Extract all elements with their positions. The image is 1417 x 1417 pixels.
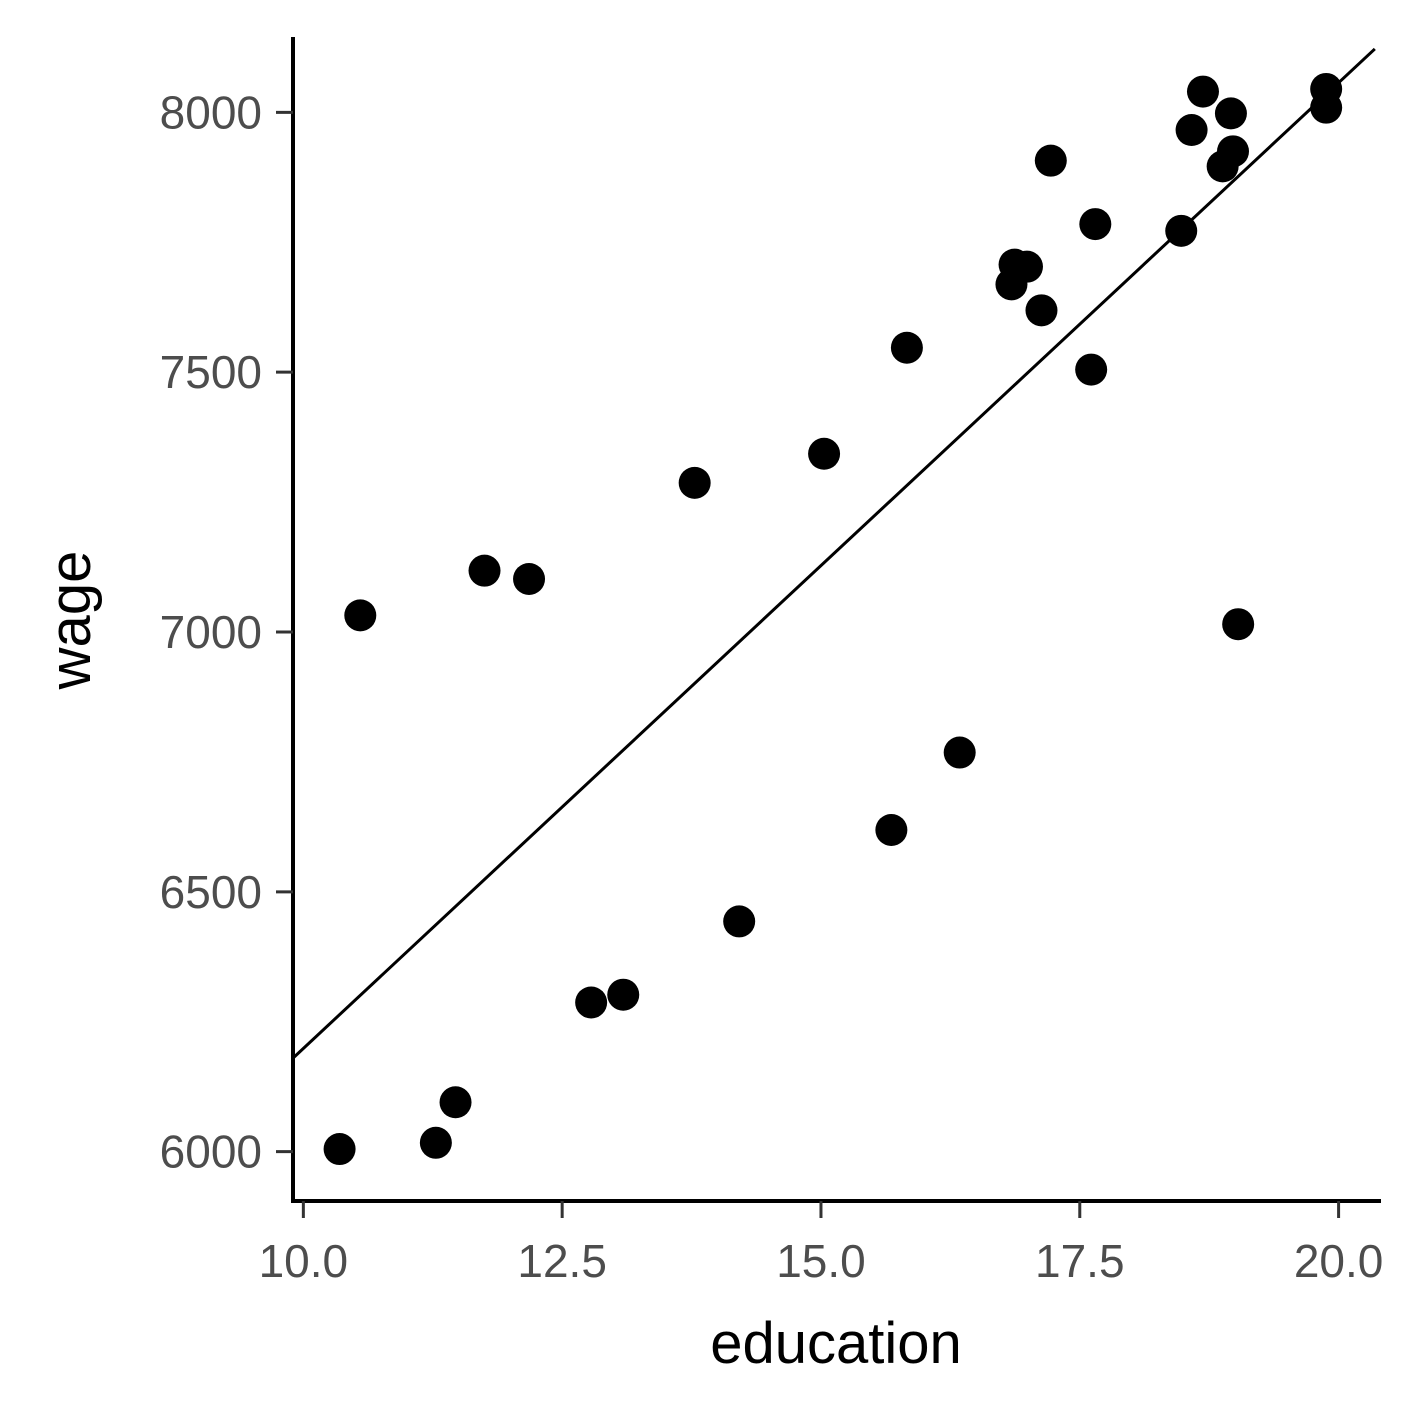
data-point	[1010, 250, 1043, 283]
data-point	[1075, 353, 1108, 386]
data-point	[1310, 72, 1343, 105]
trend-line	[291, 47, 1376, 1060]
data-point	[1079, 208, 1112, 241]
data-point	[890, 331, 923, 364]
data-point	[875, 813, 908, 846]
data-point	[513, 562, 546, 595]
data-point	[419, 1126, 452, 1159]
data-point	[323, 1133, 356, 1166]
data-point	[344, 599, 377, 632]
data-point	[439, 1086, 472, 1119]
data-point	[1165, 214, 1198, 247]
data-point	[607, 978, 640, 1011]
y-tick-label: 6000	[160, 1126, 262, 1178]
y-ticks: 6000 6500 7000 7500 8000	[160, 86, 293, 1178]
data-point	[575, 986, 608, 1019]
x-tick-label: 15.0	[776, 1235, 866, 1287]
trend-line-layer	[291, 47, 1376, 1060]
data-point	[943, 736, 976, 769]
data-point	[723, 905, 756, 938]
x-ticks: 10.0 12.5 15.0 17.5 20.0	[259, 1201, 1384, 1287]
data-point	[1214, 97, 1247, 130]
data-point	[468, 554, 501, 587]
data-point	[1025, 294, 1058, 327]
x-tick-label: 10.0	[259, 1235, 349, 1287]
y-tick-label: 6500	[160, 866, 262, 918]
data-points	[323, 72, 1343, 1166]
data-point	[808, 437, 841, 470]
data-point	[1034, 144, 1067, 177]
x-tick-label: 17.5	[1035, 1235, 1125, 1287]
y-tick-label: 7500	[160, 346, 262, 398]
y-axis-title: wage	[38, 551, 103, 691]
axes	[291, 37, 1381, 1203]
data-point	[1216, 135, 1249, 168]
x-tick-label: 12.5	[517, 1235, 607, 1287]
data-point	[1186, 75, 1219, 108]
data-point	[1222, 608, 1255, 641]
y-tick-label: 7000	[160, 606, 262, 658]
x-axis-title: education	[710, 1311, 962, 1376]
data-point	[678, 466, 711, 499]
y-tick-label: 8000	[160, 86, 262, 138]
data-point	[1175, 114, 1208, 147]
x-tick-label: 20.0	[1294, 1235, 1384, 1287]
